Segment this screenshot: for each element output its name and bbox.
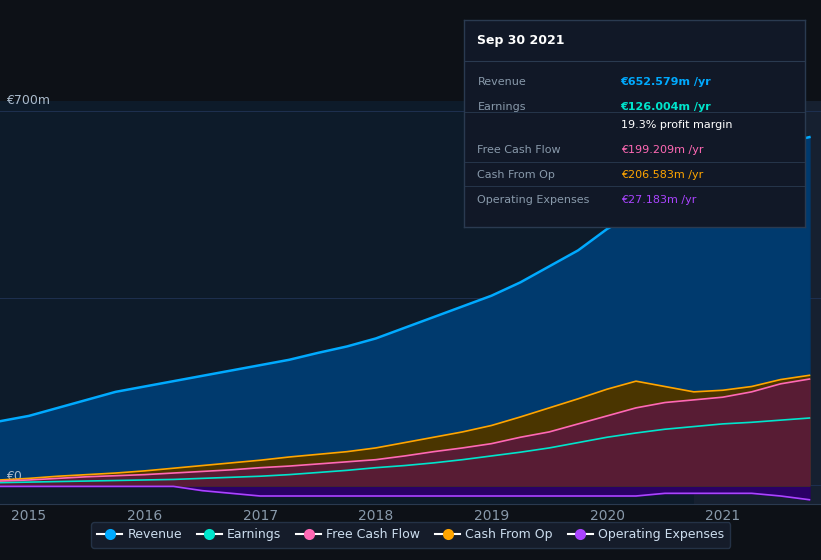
Text: €199.209m /yr: €199.209m /yr bbox=[621, 145, 703, 155]
Text: Revenue: Revenue bbox=[478, 77, 526, 87]
Bar bbox=[694, 101, 821, 504]
Legend: Revenue, Earnings, Free Cash Flow, Cash From Op, Operating Expenses: Revenue, Earnings, Free Cash Flow, Cash … bbox=[91, 522, 730, 548]
Text: €27.183m /yr: €27.183m /yr bbox=[621, 195, 696, 205]
Text: €206.583m /yr: €206.583m /yr bbox=[621, 170, 703, 180]
Text: Cash From Op: Cash From Op bbox=[478, 170, 555, 180]
Text: Free Cash Flow: Free Cash Flow bbox=[478, 145, 561, 155]
Text: Operating Expenses: Operating Expenses bbox=[478, 195, 589, 205]
Text: Sep 30 2021: Sep 30 2021 bbox=[478, 34, 565, 47]
Text: Earnings: Earnings bbox=[478, 101, 526, 111]
Text: €700m: €700m bbox=[6, 94, 50, 107]
Text: €652.579m /yr: €652.579m /yr bbox=[621, 77, 711, 87]
Text: €0: €0 bbox=[6, 470, 21, 483]
Text: 19.3% profit margin: 19.3% profit margin bbox=[621, 120, 732, 130]
Text: €126.004m /yr: €126.004m /yr bbox=[621, 101, 711, 111]
